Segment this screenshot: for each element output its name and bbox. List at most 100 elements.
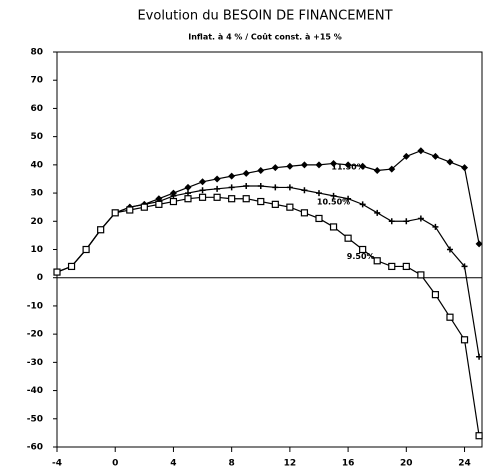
marker (242, 169, 250, 177)
series-label: 10.50% (317, 197, 350, 206)
marker (315, 190, 322, 197)
y-tick-label: 70 (30, 76, 43, 86)
marker (432, 223, 439, 230)
series-label: 11.50% (331, 162, 364, 171)
marker (446, 158, 454, 166)
marker (243, 183, 250, 190)
chart-title: Evolution du BESOIN DE FINANCEMENT (137, 9, 392, 24)
marker (330, 159, 338, 167)
marker (272, 184, 279, 191)
marker (475, 240, 483, 248)
marker (242, 195, 250, 203)
marker (344, 161, 352, 169)
x-tick-label: 4 (170, 459, 176, 469)
y-tick-label: 50 (30, 132, 43, 142)
marker (344, 234, 352, 242)
plot-frame (56, 51, 483, 448)
y-tick-label: -50 (27, 414, 43, 424)
marker (417, 147, 425, 155)
marker (257, 167, 265, 174)
marker (329, 223, 338, 231)
marker (431, 291, 440, 299)
marker (67, 262, 76, 271)
marker (214, 185, 221, 192)
y-tick-label: 10 (30, 245, 43, 255)
x-tick-label: 12 (284, 459, 297, 469)
x-tick-label: 24 (458, 459, 471, 469)
marker (475, 432, 483, 440)
marker (213, 175, 221, 183)
marker (417, 215, 424, 222)
marker (300, 209, 309, 217)
series-label: 9.50% (347, 252, 375, 261)
marker (228, 184, 235, 191)
y-tick-label: 20 (30, 217, 43, 227)
marker (169, 197, 178, 206)
marker (140, 203, 148, 211)
marker (345, 195, 352, 202)
marker (301, 187, 308, 194)
marker (286, 203, 294, 211)
marker (417, 271, 425, 279)
marker (446, 246, 453, 253)
marker (300, 161, 308, 169)
x-tick-label: 20 (400, 459, 413, 469)
marker (315, 161, 323, 169)
marker (126, 206, 134, 214)
marker (461, 263, 468, 270)
y-tick-label: -30 (27, 358, 43, 368)
marker (228, 195, 236, 203)
x-tick-label: 0 (112, 459, 118, 469)
marker (388, 165, 396, 173)
marker (199, 187, 206, 194)
marker (271, 200, 279, 208)
marker (388, 262, 396, 271)
marker (461, 164, 469, 172)
chart-subtitle: Inflat. à 4 % / Coût const. à +15 % (188, 33, 342, 42)
y-tick-label: 30 (30, 189, 43, 199)
marker (476, 353, 483, 360)
marker (228, 172, 236, 180)
x-tick-label: 16 (342, 459, 355, 469)
marker (315, 214, 323, 223)
x-tick-label: 8 (229, 459, 235, 469)
marker (82, 245, 90, 254)
marker (402, 152, 410, 160)
marker (373, 257, 381, 265)
marker (374, 209, 381, 216)
marker (53, 268, 61, 276)
marker (199, 178, 207, 186)
x-tick-label: -4 (52, 459, 62, 469)
marker (359, 162, 367, 170)
marker (170, 192, 177, 199)
marker (184, 195, 192, 203)
marker (446, 313, 454, 321)
marker (402, 262, 410, 271)
marker (286, 162, 294, 170)
marker (286, 184, 293, 191)
marker (330, 192, 337, 199)
marker (257, 183, 264, 190)
marker (431, 152, 439, 160)
marker (213, 193, 221, 201)
y-tick-label: 0 (37, 273, 43, 283)
y-tick-label: 40 (30, 160, 43, 170)
marker (257, 197, 265, 206)
marker (271, 164, 279, 172)
y-tick-label: 60 (30, 104, 43, 114)
marker (359, 201, 366, 208)
marker (155, 200, 163, 208)
y-tick-label: 80 (30, 48, 43, 58)
marker (460, 336, 469, 344)
series-line (56, 196, 480, 436)
marker (198, 193, 207, 201)
marker (359, 245, 367, 254)
y-tick-label: -20 (27, 330, 43, 340)
marker (111, 209, 119, 217)
y-tick-label: -60 (27, 443, 43, 453)
marker (184, 183, 192, 191)
marker (373, 167, 381, 174)
marker (403, 218, 410, 225)
marker (97, 226, 105, 234)
